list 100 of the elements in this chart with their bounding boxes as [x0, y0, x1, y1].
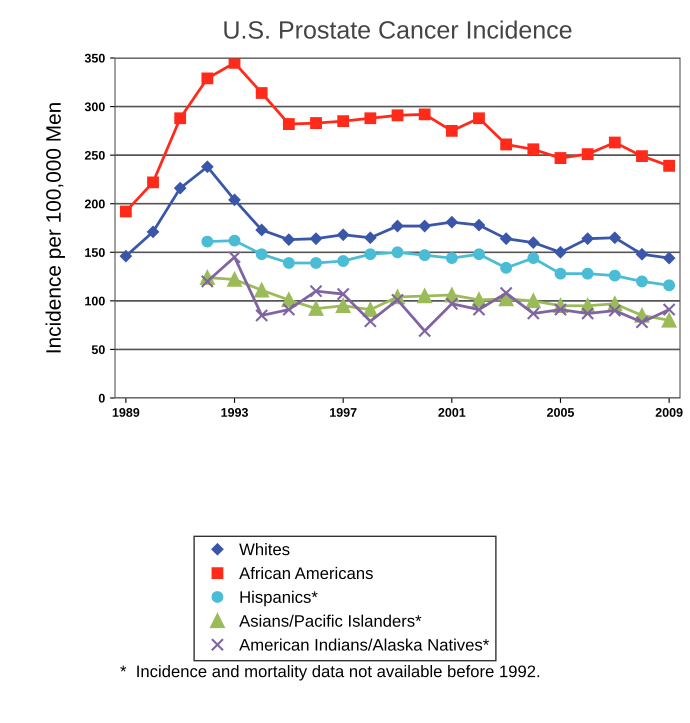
chart-title: U.S. Prostate Cancer Incidence	[224, 20, 572, 39]
point	[120, 206, 132, 218]
point	[282, 234, 295, 246]
point	[201, 160, 214, 173]
point	[500, 262, 512, 274]
point	[310, 117, 322, 129]
point	[228, 58, 240, 69]
point	[554, 303, 568, 316]
legend-label: Hispanics*	[240, 590, 318, 606]
point	[582, 268, 594, 280]
point	[608, 304, 622, 318]
y-tick-label: 50	[92, 345, 105, 354]
point	[282, 118, 295, 130]
point	[527, 236, 540, 249]
point	[364, 314, 377, 328]
point	[310, 257, 322, 269]
point	[662, 312, 676, 328]
point	[392, 109, 404, 122]
point	[228, 250, 242, 264]
point	[418, 108, 431, 120]
point	[527, 252, 540, 264]
legend-label: American Indians/Alaska Natives*	[239, 638, 489, 651]
point	[256, 248, 268, 260]
point	[364, 112, 376, 124]
point	[473, 248, 485, 260]
point	[500, 138, 512, 150]
y-tick-label: 100	[85, 296, 105, 306]
point	[526, 306, 540, 320]
point	[635, 316, 649, 329]
point	[446, 216, 458, 228]
point	[309, 284, 323, 298]
point	[418, 249, 431, 262]
point	[663, 252, 676, 264]
x-tick-label: 2005	[547, 408, 574, 417]
point	[256, 87, 268, 99]
point	[200, 274, 214, 288]
point	[336, 287, 350, 301]
point	[662, 303, 676, 316]
point	[310, 232, 322, 245]
point	[554, 268, 566, 280]
point	[364, 248, 376, 260]
point	[282, 257, 295, 269]
point	[582, 232, 594, 245]
point	[255, 308, 268, 322]
point	[282, 303, 296, 316]
point	[120, 250, 132, 262]
point	[582, 148, 594, 160]
point	[201, 236, 214, 248]
point	[636, 248, 648, 260]
point	[500, 232, 512, 245]
point	[337, 255, 350, 267]
point	[608, 270, 621, 282]
point	[527, 143, 540, 156]
point	[228, 194, 240, 206]
point	[147, 226, 159, 238]
text: * Incidence and mortality data not available before 1992.	[120, 665, 540, 681]
point	[636, 276, 648, 288]
point	[392, 246, 404, 258]
legend-label: African Americans	[239, 566, 373, 580]
point	[608, 136, 621, 148]
point	[364, 232, 376, 244]
point	[227, 272, 242, 287]
y-tick-label: 0	[98, 394, 105, 403]
point	[473, 219, 485, 232]
point	[663, 279, 676, 292]
x-tick-label: 2009	[656, 408, 683, 417]
point	[446, 252, 458, 264]
point	[308, 301, 324, 316]
point	[174, 182, 186, 194]
point	[500, 286, 513, 300]
x-tick-label: 1993	[221, 408, 248, 417]
point	[390, 293, 404, 306]
legend-label: Whites	[239, 543, 290, 556]
y-axis-title: Incidence per 100,000 Men	[46, 103, 65, 352]
point	[363, 302, 378, 317]
point	[636, 150, 648, 162]
point	[526, 294, 541, 308]
point	[581, 306, 594, 320]
point	[418, 324, 432, 338]
point	[201, 72, 214, 84]
x-tick-label: 1989	[112, 408, 140, 417]
y-tick-label: 200	[84, 200, 105, 208]
point	[174, 112, 186, 124]
point	[472, 303, 486, 316]
point	[336, 298, 350, 314]
point	[337, 115, 350, 128]
point	[256, 224, 268, 236]
point	[254, 282, 269, 298]
x-tick-label: 1997	[330, 408, 357, 417]
point	[445, 297, 458, 310]
x-tick-label: 2001	[438, 408, 466, 417]
point	[228, 234, 240, 247]
point	[147, 176, 159, 188]
point	[608, 232, 621, 244]
point	[554, 152, 566, 164]
legend-label: Asians/Pacific Islanders*	[239, 614, 422, 627]
point	[663, 160, 676, 172]
point	[337, 228, 350, 241]
y-tick-label: 350	[84, 54, 105, 63]
y-tick-label: 150	[85, 248, 105, 257]
